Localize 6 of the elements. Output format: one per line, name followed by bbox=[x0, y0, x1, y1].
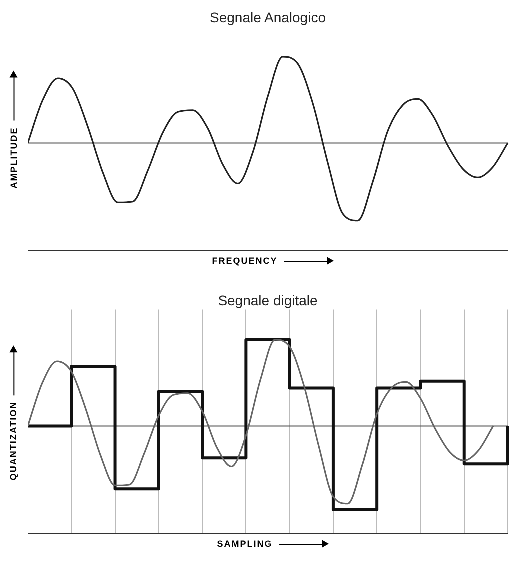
chart-title: Segnale Analogico bbox=[210, 9, 326, 26]
x-axis-title: SAMPLING bbox=[217, 539, 273, 549]
chart-title: Segnale digitale bbox=[218, 292, 318, 308]
x-axis-title: FREQUENCY bbox=[212, 256, 278, 266]
y-axis-title: AMPLITUDE bbox=[9, 127, 19, 189]
y-axis-title: QUANTIZATION bbox=[9, 401, 20, 481]
